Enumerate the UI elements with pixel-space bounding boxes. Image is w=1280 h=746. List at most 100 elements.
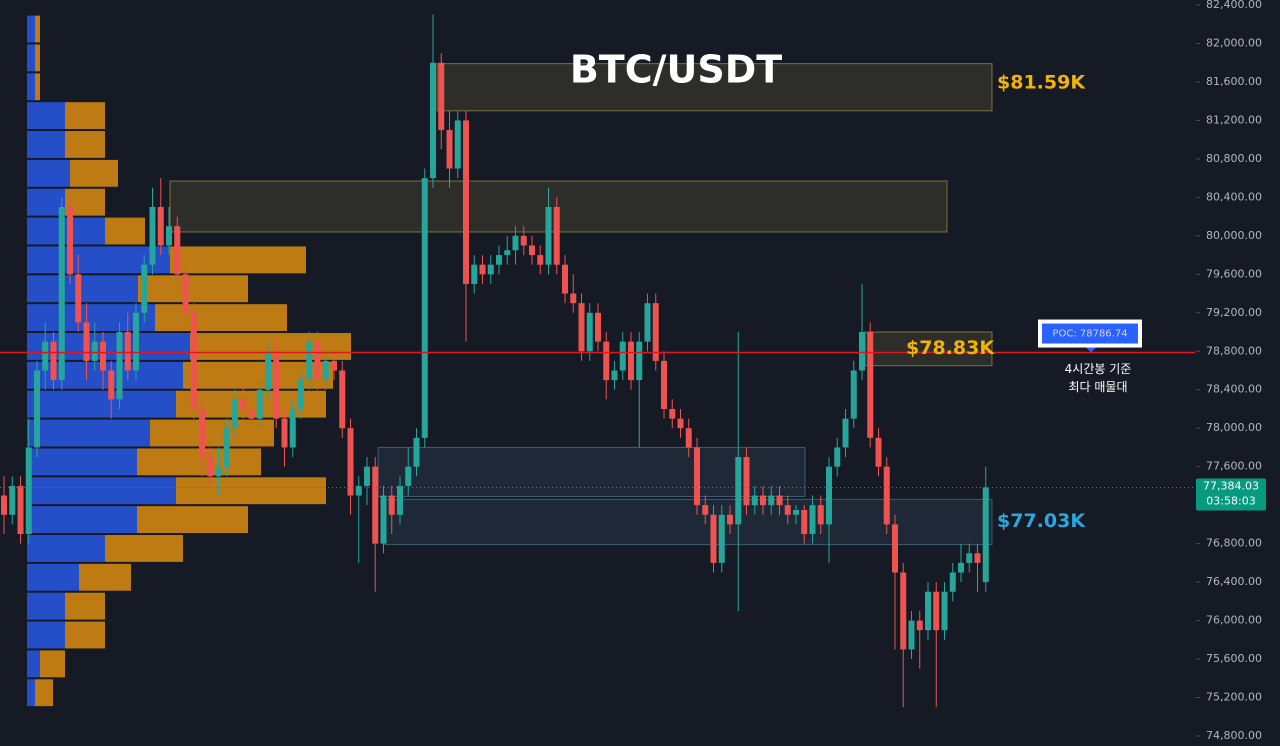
profile-buy	[27, 275, 138, 303]
candle-body	[405, 466, 412, 486]
candle-body	[75, 274, 82, 323]
poc-pointer	[1086, 347, 1096, 353]
candle-body	[108, 370, 115, 400]
profile-buy	[27, 131, 65, 158]
candle-body	[347, 428, 354, 496]
y-tick-label: 81,600.00	[1206, 75, 1262, 88]
candle-body	[916, 620, 923, 631]
profile-buy	[27, 419, 150, 447]
y-tick-label: 78,000.00	[1206, 421, 1262, 434]
candle-body	[372, 466, 379, 544]
y-tick-label: 80,800.00	[1206, 152, 1262, 165]
candle-body	[487, 264, 494, 275]
candle-body	[141, 264, 148, 313]
profile-sell	[65, 131, 105, 158]
candle-body	[380, 495, 387, 544]
profile-sell	[105, 535, 183, 562]
profile-sell	[105, 217, 145, 245]
candle-body	[190, 312, 197, 409]
candle-body	[925, 591, 931, 631]
candle-body	[809, 505, 816, 535]
y-tick-label: 78,400.00	[1206, 383, 1262, 396]
candle-body	[355, 485, 362, 496]
zone	[864, 331, 993, 367]
candle-body	[644, 303, 651, 342]
candle-body	[207, 457, 214, 477]
zone	[377, 446, 806, 497]
candle-body	[562, 264, 568, 294]
candle-body	[727, 514, 733, 525]
profile-sell	[170, 246, 306, 274]
candle-body	[9, 485, 16, 515]
y-tick-label: 81,200.00	[1206, 113, 1262, 126]
candle-body	[413, 437, 420, 467]
poc-note: 4시간봉 기준	[1065, 362, 1132, 376]
candle-body	[636, 341, 643, 381]
candle-body	[735, 457, 742, 525]
price-annotation: $81.59K	[997, 71, 1086, 93]
y-tick-label: 82,400.00	[1206, 0, 1262, 11]
candle-body	[710, 514, 717, 563]
candle-body	[314, 341, 321, 381]
candle-body	[215, 466, 222, 477]
candle-body	[166, 226, 172, 246]
candle-body	[232, 399, 238, 429]
candle-body	[652, 303, 659, 361]
candle-body	[17, 485, 24, 535]
profile-sell	[40, 650, 65, 678]
candle-body	[331, 360, 337, 371]
profile-sell	[137, 506, 248, 534]
candle-body	[504, 250, 511, 256]
candle-body	[397, 485, 403, 515]
profile-sell	[35, 44, 40, 72]
candle-body	[628, 341, 634, 381]
y-tick-label: 74,800.00	[1206, 729, 1262, 742]
zones	[169, 63, 993, 546]
profile-sell	[65, 621, 105, 649]
candle-body	[289, 408, 296, 448]
candle-body	[364, 466, 370, 486]
candle-body	[603, 341, 610, 381]
profile-sell	[35, 73, 40, 101]
profile-buy	[27, 217, 105, 245]
candle-body	[496, 255, 502, 265]
candle-body	[199, 408, 205, 458]
candle-body	[83, 322, 90, 361]
profile-sell	[79, 563, 131, 591]
candle-body	[817, 505, 824, 525]
candle-body	[586, 312, 593, 352]
candle-body	[34, 370, 40, 448]
last-price-box	[1196, 478, 1266, 511]
candle-body	[834, 447, 841, 467]
candle-body	[298, 380, 304, 409]
candle-body	[174, 226, 181, 275]
candle-body	[982, 487, 989, 583]
profile-buy	[27, 159, 70, 187]
candle-body	[908, 620, 915, 650]
profile-sell	[35, 15, 40, 43]
price-axis: 82,400.00 82,000.00 81,600.00 81,200.00 80,8…	[1196, 0, 1266, 742]
countdown: 03:58:03	[1206, 494, 1255, 507]
candle-body	[479, 264, 486, 275]
last-price-label: 77,384.03	[1203, 479, 1259, 492]
profile-buy	[27, 448, 137, 476]
candle-body	[281, 418, 288, 448]
candle-body	[133, 312, 139, 371]
candle-body	[273, 351, 280, 419]
candle-body	[718, 514, 725, 563]
profile-buy	[27, 390, 176, 418]
profile-sell	[65, 102, 105, 130]
candle-body	[157, 206, 164, 246]
candle-body	[751, 495, 758, 506]
candle-body	[529, 245, 535, 256]
candle-body	[776, 495, 783, 506]
profile-sell	[70, 159, 118, 187]
candle-body	[537, 255, 544, 265]
candle-body	[933, 591, 940, 631]
candle-body	[801, 509, 808, 535]
candle-body	[463, 120, 469, 284]
profile-buy	[27, 246, 170, 274]
candle-body	[240, 399, 247, 409]
candle-body	[826, 466, 832, 525]
